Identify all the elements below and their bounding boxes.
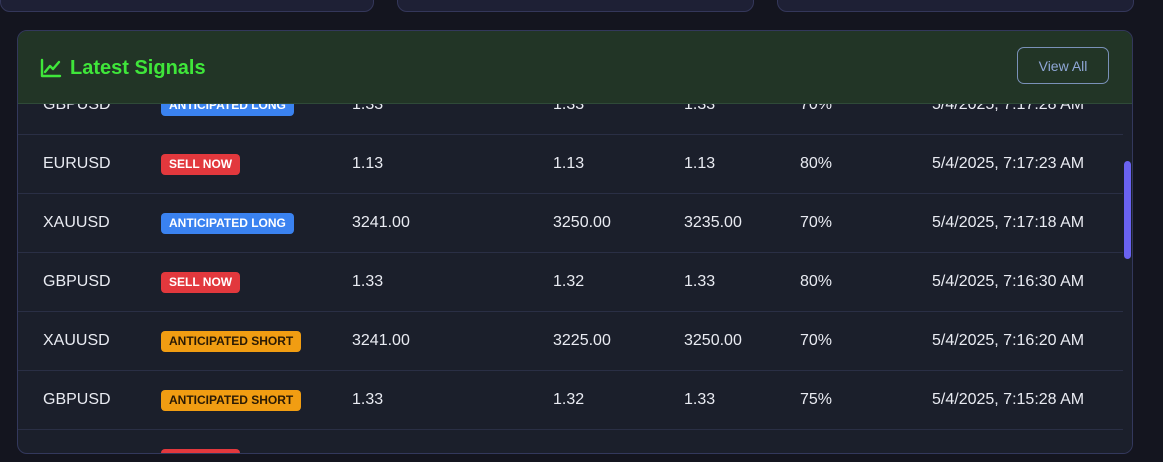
entry-price-cell-wrap: 1.33 [352,253,383,311]
confidence-cell: 80% [800,155,833,172]
entry-price-cell-wrap: 1.13 [352,135,383,193]
signal-type-cell: ANTICIPATED SHORT [161,312,302,370]
signal-type-cell: SELL NOW [161,135,241,193]
table-row[interactable]: GBPUSD ANTICIPATED SHORT 1.33 1.32 1.33 75% 5/… [18,371,1123,430]
signal-type-badge: ANTICIPATED SHORT [161,389,302,411]
entry-price-cell-wrap: 3241.00 [352,194,410,252]
pair-cell-wrap: XAUUSD [43,312,110,370]
confidence-cell-wrap: 80% [800,253,832,311]
confidence-cell-wrap: 70% [800,194,832,252]
stop-loss-cell-wrap: 1.33 [684,253,715,311]
take-profit-cell: 3250.00 [553,214,611,231]
confidence-cell: 75% [800,391,833,408]
timestamp-cell: 5/4/2025, 7:17:18 AM [932,214,1085,231]
take-profit-cell: 1.32 [553,273,585,290]
signal-type-badge: SELL NOW [161,153,241,175]
confidence-cell-wrap: 75% [800,371,832,429]
timestamp-cell-wrap: 5/4/2025, 7:16:20 AM [932,312,1084,370]
signal-type-cell: ANTICIPATED LONG [161,194,294,252]
stop-loss-cell: 1.33 [684,273,716,290]
timestamp-cell-wrap: 5/4/2025, 7:15:28 AM [932,371,1084,429]
timestamp-cell: 5/4/2025, 7:16:20 AM [932,332,1085,349]
confidence-cell: 70% [800,214,833,231]
entry-price-cell: 3241.00 [352,332,410,349]
entry-price-cell: 1.13 [352,155,384,172]
stop-loss-cell: 1.33 [684,391,716,408]
pair-cell: XAUUSD [43,214,110,231]
confidence-cell: 80% [800,273,833,290]
entry-price-cell: 3241.00 [352,214,410,231]
take-profit-cell: 1.32 [553,391,585,408]
table-row[interactable]: XAUUSD ANTICIPATED LONG 3241.00 3250.00 3235… [18,194,1123,253]
latest-signals-panel: GBPUSD ANTICIPATED LONG 1.33 1.33 1.33 70% 5/4… [17,30,1133,454]
table-row[interactable]: XAUUSD ANTICIPATED SHORT 3241.00 3225.00 325… [18,312,1123,371]
pair-cell-wrap: GBPUSD [43,371,111,429]
signal-type-badge: ANTICIPATED LONG [161,212,294,234]
panel-header: Latest Signals View All [18,31,1132,104]
stop-loss-cell-wrap: 3235.00 [684,194,742,252]
signal-type-cell: SELL NOW [161,430,241,453]
panel-title: Latest Signals [40,55,206,81]
timestamp-cell: 5/4/2025, 7:15:28 AM [932,391,1085,408]
timestamp-cell: 5/4/2025, 7:17:23 AM [932,155,1085,172]
pair-cell: XAUUSD [43,332,110,349]
stop-loss-cell-wrap: 1.33 [684,371,715,429]
confidence-cell-wrap: 70% [800,312,832,370]
timestamp-cell-wrap: 5/4/2025, 7:17:23 AM [932,135,1084,193]
timestamp-cell-wrap: 5/4/2025, 7:16:30 AM [932,253,1084,311]
scrollbar-thumb[interactable] [1124,161,1131,259]
stop-loss-cell-wrap: 3250.00 [684,312,742,370]
stop-loss-cell-wrap: 1.13 [684,135,715,193]
take-profit-cell-wrap: 3225.00 [553,312,611,370]
signal-type-badge: SELL NOW [161,271,241,293]
signal-type-badge: SELL NOW [161,448,241,453]
signal-type-cell: SELL NOW [161,253,241,311]
stat-card [777,0,1134,12]
table-row[interactable]: SELL NOW [18,430,1123,453]
take-profit-cell-wrap: 1.32 [553,253,584,311]
take-profit-cell: 1.13 [553,155,585,172]
stat-card [0,0,374,12]
entry-price-cell-wrap: 1.33 [352,371,383,429]
pair-cell: EURUSD [43,155,111,172]
stat-card [397,0,754,12]
take-profit-cell-wrap: 1.32 [553,371,584,429]
pair-cell-wrap: GBPUSD [43,253,111,311]
pair-cell-wrap: EURUSD [43,135,111,193]
signal-type-cell: ANTICIPATED SHORT [161,371,302,429]
confidence-cell-wrap: 80% [800,135,832,193]
pair-cell: GBPUSD [43,391,111,408]
signals-table: GBPUSD ANTICIPATED LONG 1.33 1.33 1.33 70% 5/4… [18,76,1123,453]
timestamp-cell: 5/4/2025, 7:16:30 AM [932,273,1085,290]
stop-loss-cell: 3235.00 [684,214,742,231]
panel-title-text: Latest Signals [70,56,206,79]
take-profit-cell-wrap: 1.13 [553,135,584,193]
entry-price-cell: 1.33 [352,391,384,408]
timestamp-cell-wrap: 5/4/2025, 7:17:18 AM [932,194,1084,252]
stop-loss-cell: 3250.00 [684,332,742,349]
entry-price-cell: 1.33 [352,273,384,290]
signal-type-badge: ANTICIPATED SHORT [161,330,302,352]
confidence-cell: 70% [800,332,833,349]
chart-line-icon [40,58,62,78]
entry-price-cell-wrap: 3241.00 [352,312,410,370]
stop-loss-cell: 1.13 [684,155,716,172]
take-profit-cell: 3225.00 [553,332,611,349]
scrollbar[interactable] [1123,103,1132,453]
top-cards-strip [0,0,1163,12]
pair-cell-wrap: XAUUSD [43,194,110,252]
pair-cell: GBPUSD [43,273,111,290]
view-all-button[interactable]: View All [1017,47,1109,84]
table-row[interactable]: EURUSD SELL NOW 1.13 1.13 1.13 80% 5/4/2025, 7… [18,135,1123,194]
take-profit-cell-wrap: 3250.00 [553,194,611,252]
table-row[interactable]: GBPUSD SELL NOW 1.33 1.32 1.33 80% 5/4/2025, 7… [18,253,1123,312]
